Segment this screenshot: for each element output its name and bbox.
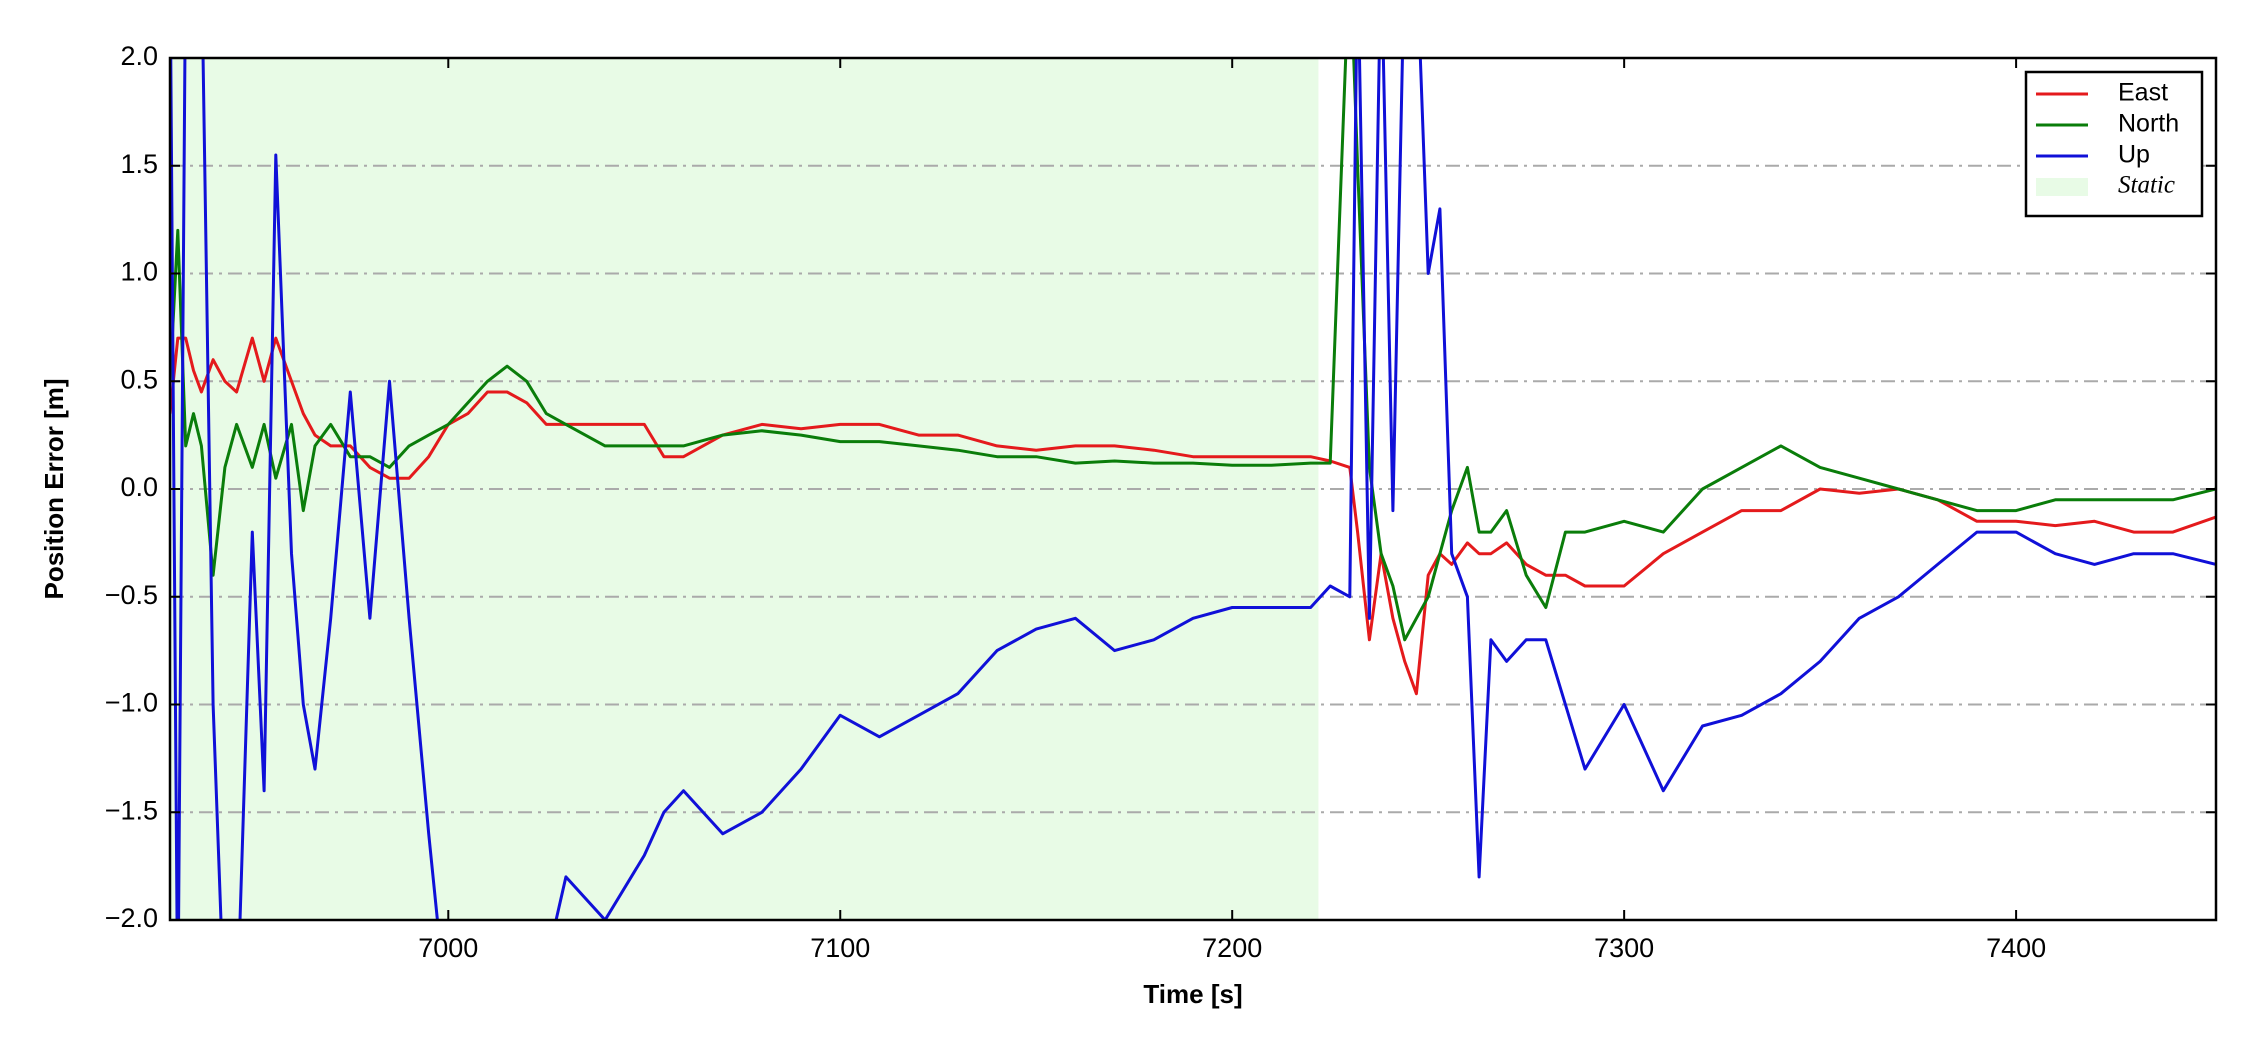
y-tick-label: 0.5: [120, 364, 158, 394]
y-tick-label: −1.5: [105, 795, 158, 825]
y-tick-label: −2.0: [105, 903, 158, 933]
x-tick-label: 7100: [810, 933, 870, 963]
legend: East North Up Static: [2024, 70, 2204, 218]
lines: [170, 58, 2216, 920]
y-tick-label: 0.0: [120, 472, 158, 502]
legend-label: Up: [2118, 141, 2150, 169]
ticks: −2.0 −1.5 −1.0 −0.5 0.0 0.5 1.0 1.5 2.0 7000 7100 7…: [105, 41, 2216, 963]
legend-label: East: [2118, 79, 2168, 107]
x-tick-label: 7200: [1202, 933, 1262, 963]
x-tick-label: 7000: [418, 933, 478, 963]
series-line: [170, 58, 2216, 642]
y-tick-label: −0.5: [105, 580, 158, 610]
y-axis-label: Position Error [m]: [39, 378, 69, 599]
y-tick-label: 1.0: [120, 257, 158, 287]
x-tick-label: 7300: [1594, 933, 1654, 963]
y-tick-label: 1.5: [120, 149, 158, 179]
legend-label: North: [2118, 110, 2179, 138]
legend-label: Static: [2118, 172, 2175, 199]
x-axis-label: Time [s]: [1143, 979, 1242, 1009]
legend-swatch: [2036, 178, 2088, 196]
series-line: [170, 336, 2216, 696]
series-line: [170, 58, 2216, 920]
y-tick-label: 2.0: [120, 41, 158, 71]
x-tick-label: 7400: [1986, 933, 2046, 963]
y-tick-label: −1.0: [105, 688, 158, 718]
